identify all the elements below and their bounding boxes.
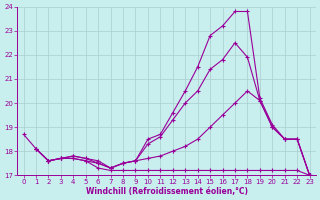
X-axis label: Windchill (Refroidissement éolien,°C): Windchill (Refroidissement éolien,°C): [85, 187, 248, 196]
